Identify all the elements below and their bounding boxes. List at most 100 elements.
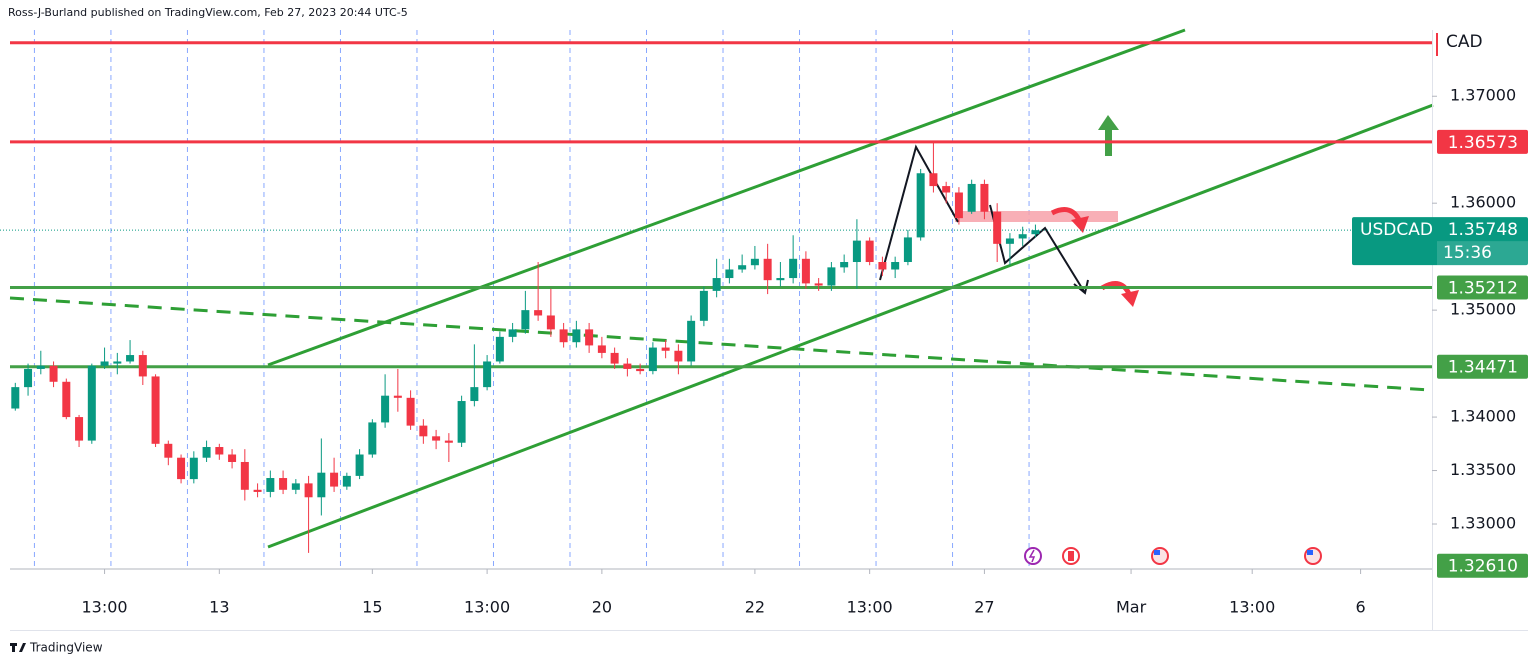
candle-body — [151, 376, 160, 444]
candle-body — [597, 345, 606, 353]
y-tick-label: 1.37000 — [1450, 86, 1516, 105]
candle-body — [840, 262, 849, 268]
candle-body — [929, 173, 938, 187]
candle-body — [699, 290, 708, 321]
event-icon[interactable] — [1024, 547, 1042, 565]
candle-body — [725, 269, 734, 279]
event-glyph — [1307, 550, 1313, 555]
candle-body — [942, 186, 951, 193]
red-arrow-head — [1071, 216, 1089, 233]
axes: 1.37000 1.36000 1.35000 1.34000 1.33500 1.330… — [82, 86, 1528, 617]
candle-body — [661, 347, 670, 351]
candle-body — [100, 361, 109, 366]
candle-body — [304, 483, 313, 498]
events — [1024, 547, 1322, 565]
candle-body — [750, 258, 759, 266]
x-tick-label: 15 — [362, 598, 382, 617]
candle-body — [738, 265, 747, 270]
candle-body — [215, 447, 224, 455]
event-glyph — [1068, 551, 1074, 561]
x-tick-label: 6 — [1355, 598, 1365, 617]
candle-body — [980, 183, 989, 212]
logo-part — [19, 643, 26, 652]
candle-body — [457, 401, 466, 443]
candle-body — [495, 336, 504, 362]
levels — [0, 41, 1432, 369]
x-tick-label: 22 — [745, 598, 765, 617]
green-arrow-head — [1098, 115, 1119, 130]
candle-body — [62, 381, 71, 418]
footer: TradingView — [29, 641, 103, 655]
candle-body — [393, 395, 402, 398]
candle-body — [636, 368, 645, 372]
x-tick-label: 13:00 — [847, 598, 893, 617]
candle-body — [11, 387, 20, 409]
countdown-box — [1437, 241, 1528, 266]
candle-body — [342, 475, 351, 487]
candle-body — [521, 310, 530, 330]
candle-body — [763, 258, 772, 281]
candle-body — [789, 258, 798, 279]
candle-body — [954, 192, 963, 219]
x-tick-label: 13:00 — [464, 598, 510, 617]
channel-upper — [267, 28, 1186, 367]
x-tick-label: 27 — [974, 598, 994, 617]
price-label: 1.36573 — [1448, 133, 1518, 153]
price-label-box — [1437, 553, 1528, 578]
candle-body — [126, 355, 135, 362]
candle-body — [712, 278, 721, 291]
candle-body — [508, 329, 517, 337]
candle-body — [648, 347, 657, 372]
candle-body — [776, 278, 785, 281]
candle-body — [291, 483, 300, 490]
candle-body — [36, 365, 45, 369]
price-label-box — [1437, 129, 1528, 154]
attribution: Ross-J-Burland published on TradingView.… — [8, 6, 408, 19]
event-glyph — [1028, 549, 1036, 563]
candle-body — [1018, 234, 1027, 239]
logo-part — [12, 643, 15, 652]
last-price: 1.35748 — [1448, 220, 1518, 240]
x-tick-label: 13 — [209, 598, 229, 617]
zigzag — [879, 144, 959, 281]
candle-body — [317, 472, 326, 498]
candle-body — [240, 461, 249, 490]
candle-body — [330, 472, 339, 487]
price-label: 1.35212 — [1448, 278, 1518, 298]
x-tick-label: 13:00 — [82, 598, 128, 617]
y-tick-label: 1.34000 — [1450, 407, 1516, 426]
symbol-box — [1352, 217, 1528, 266]
price-label: 1.34471 — [1448, 358, 1518, 378]
candle-body — [916, 173, 925, 238]
supply-zone — [955, 211, 1118, 222]
candle-body — [534, 310, 543, 316]
candle-body — [814, 283, 823, 286]
x-tick-label: 13:00 — [1229, 598, 1275, 617]
candle-body — [993, 211, 1002, 244]
candle-body — [483, 361, 492, 388]
candle-body — [202, 447, 211, 458]
x-tick-label: 20 — [592, 598, 612, 617]
candle-body — [865, 240, 874, 263]
candle-body — [24, 368, 33, 388]
symbol: USDCAD — [1360, 220, 1433, 240]
candle-body — [266, 478, 275, 492]
candle-body — [585, 329, 594, 346]
candle-body — [368, 422, 377, 455]
footer-logo — [10, 643, 26, 652]
event-glyph — [1154, 550, 1160, 555]
candle-body — [1031, 230, 1040, 235]
candle-body — [827, 267, 836, 286]
candle-body — [228, 454, 237, 462]
candle-body — [546, 315, 555, 330]
candles — [11, 141, 1040, 553]
red-arrow-head — [1121, 290, 1139, 307]
price-label-box — [1437, 275, 1528, 300]
y-tick-label: 1.33000 — [1450, 514, 1516, 533]
candle-body — [138, 355, 147, 377]
candle-body — [1005, 238, 1014, 244]
candle-body — [852, 240, 861, 263]
candle-body — [891, 262, 900, 270]
